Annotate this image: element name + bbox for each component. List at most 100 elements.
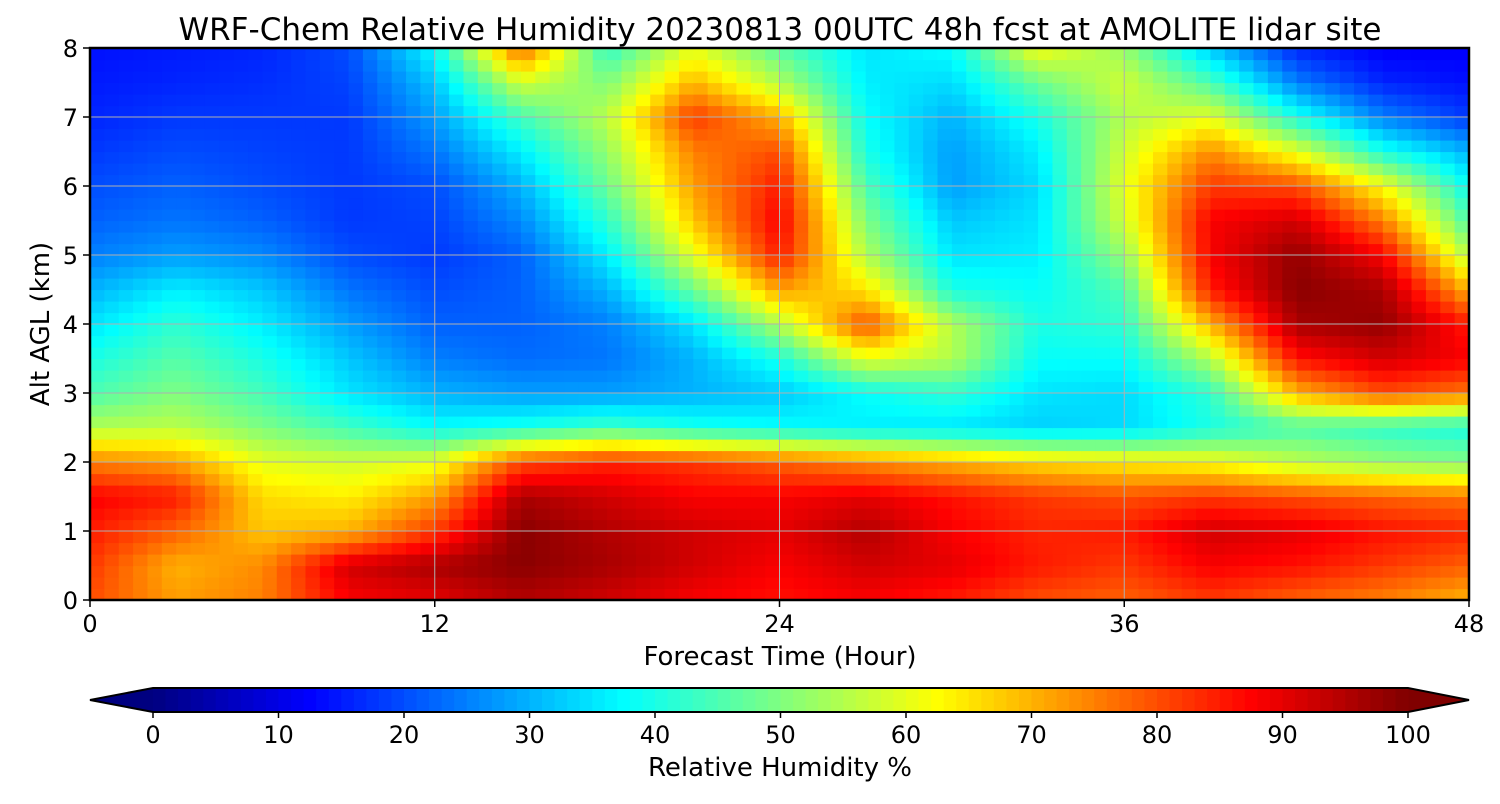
heatmap-cell [262, 312, 278, 325]
heatmap-cell [980, 496, 996, 509]
heatmap-cell [262, 427, 278, 440]
heatmap-cell [118, 209, 134, 222]
heatmap-cell [1124, 220, 1140, 233]
heatmap-cell [549, 496, 565, 509]
heatmap-cell [1339, 82, 1355, 95]
heatmap-cell [434, 209, 450, 222]
heatmap-cell [348, 71, 364, 84]
heatmap-cell [104, 335, 120, 348]
heatmap-cell [1310, 151, 1326, 164]
heatmap-cell [377, 577, 393, 590]
heatmap-cell [722, 588, 737, 600]
heatmap-cell [1354, 531, 1370, 544]
heatmap-cell [937, 82, 953, 95]
heatmap-cell [305, 439, 321, 452]
heatmap-cell [1023, 243, 1039, 256]
heatmap-cell [161, 94, 177, 107]
heatmap-cell [1296, 531, 1312, 544]
heatmap-cell [520, 151, 536, 164]
heatmap-cell [621, 278, 637, 291]
heatmap-cell [664, 232, 680, 245]
heatmap-cell [535, 151, 551, 164]
heatmap-cell [1267, 117, 1283, 130]
heatmap-cell [1052, 255, 1068, 268]
heatmap-cell [1224, 289, 1240, 302]
heatmap-cell [1023, 542, 1039, 555]
heatmap-cell [176, 588, 192, 600]
heatmap-cell [1081, 324, 1097, 337]
heatmap-cell [334, 381, 350, 394]
heatmap-cell [1124, 128, 1140, 141]
heatmap-cell [506, 197, 522, 210]
heatmap-cell [133, 358, 149, 371]
heatmap-cell [204, 404, 220, 417]
heatmap-cell [1167, 163, 1183, 176]
heatmap-cell [262, 48, 278, 61]
heatmap-cell [1454, 232, 1469, 245]
heatmap-cell [951, 186, 967, 199]
heatmap-cell [262, 358, 278, 371]
heatmap-cell [449, 358, 465, 371]
heatmap-cell [161, 416, 177, 429]
colorbar-segment [1345, 688, 1359, 712]
heatmap-cell [391, 496, 407, 509]
heatmap-cell [1253, 565, 1269, 578]
heatmap-cell [1181, 174, 1197, 187]
heatmap-cell [1038, 473, 1054, 486]
heatmap-cell [406, 117, 421, 130]
heatmap-cell [923, 220, 939, 233]
heatmap-cell [1454, 370, 1469, 383]
heatmap-cell [1210, 381, 1226, 394]
heatmap-cell [420, 324, 436, 337]
heatmap-cell [1239, 117, 1255, 130]
heatmap-cell [1325, 289, 1341, 302]
heatmap-cell [104, 220, 120, 233]
heatmap-cell [851, 565, 867, 578]
heatmap-cell [765, 565, 781, 578]
heatmap-cell [1109, 404, 1125, 417]
heatmap-cell [865, 266, 881, 279]
heatmap-cell [449, 255, 465, 268]
heatmap-cell [650, 473, 666, 486]
heatmap-cell [664, 565, 680, 578]
heatmap-cell [1282, 381, 1298, 394]
heatmap-cell [1066, 519, 1082, 532]
heatmap-cell [765, 48, 781, 61]
heatmap-cell [592, 462, 608, 475]
heatmap-cell [1325, 542, 1341, 555]
colorbar-segment [529, 688, 543, 712]
heatmap-cell [1023, 82, 1039, 95]
heatmap-cell [923, 140, 939, 153]
heatmap-cell [678, 232, 694, 245]
heatmap-cell [1282, 462, 1298, 475]
heatmap-cell [880, 588, 896, 600]
heatmap-cell [262, 117, 278, 130]
heatmap-cell [133, 82, 149, 95]
heatmap-cell [1454, 105, 1469, 118]
heatmap-cell [535, 416, 551, 429]
heatmap-cell [133, 209, 149, 222]
heatmap-cell [822, 94, 838, 107]
heatmap-cell [477, 404, 493, 417]
heatmap-cell [1310, 186, 1326, 199]
heatmap-cell [262, 186, 278, 199]
heatmap-cell [1325, 508, 1341, 521]
heatmap-cell [750, 404, 766, 417]
heatmap-cell [1124, 404, 1140, 417]
heatmap-cell [204, 278, 220, 291]
heatmap-cell [219, 404, 235, 417]
heatmap-cell [1397, 496, 1413, 509]
heatmap-cell [262, 531, 278, 544]
heatmap-cell [463, 565, 479, 578]
heatmap-cell [1167, 554, 1183, 567]
heatmap-cell [1310, 565, 1326, 578]
heatmap-cell [722, 163, 737, 176]
heatmap-cell [793, 151, 809, 164]
heatmap-cell [750, 393, 766, 406]
heatmap-cell [1210, 128, 1226, 141]
heatmap-cell [348, 48, 364, 61]
heatmap-cell [1138, 427, 1154, 440]
heatmap-cell [736, 439, 752, 452]
heatmap-cell [1368, 289, 1384, 302]
heatmap-cell [305, 508, 321, 521]
